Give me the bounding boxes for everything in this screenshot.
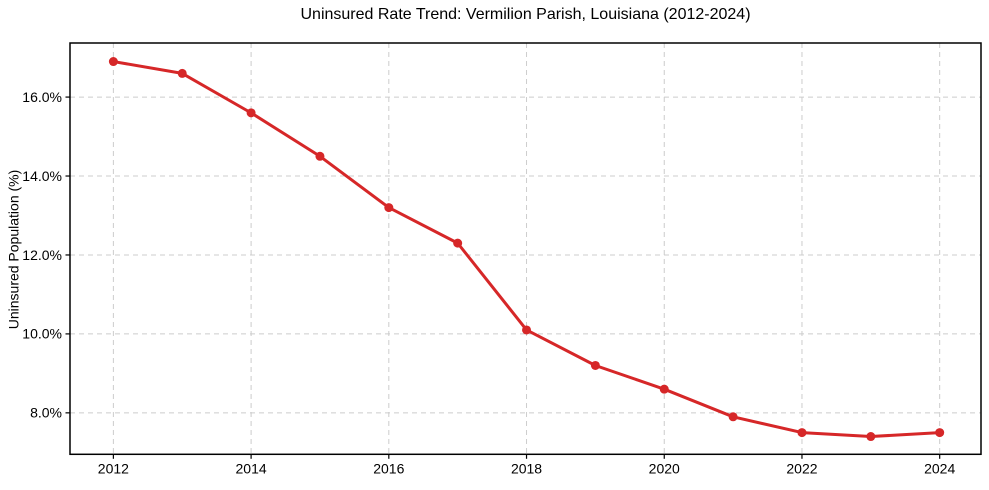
data-point-2020 <box>659 384 669 394</box>
x-tick-label: 2012 <box>98 460 129 476</box>
y-tick-label: 12.0% <box>22 247 62 263</box>
x-tick-label: 2022 <box>786 460 817 476</box>
chart-title: Uninsured Rate Trend: Vermilion Parish, … <box>300 6 751 23</box>
y-tick-label: 14.0% <box>22 168 62 184</box>
data-point-2019 <box>590 360 600 370</box>
data-point-2018 <box>522 325 532 335</box>
data-point-2021 <box>728 412 738 422</box>
x-tick-label: 2016 <box>373 460 404 476</box>
y-tick-label: 16.0% <box>22 89 62 105</box>
data-point-2013 <box>177 68 187 78</box>
axes-border <box>69 42 982 456</box>
data-point-2014 <box>246 108 256 118</box>
x-tick-label: 2020 <box>649 460 680 476</box>
x-tick-label: 2024 <box>924 460 955 476</box>
y-tick-label: 8.0% <box>30 405 62 421</box>
x-tick-label: 2014 <box>236 460 267 476</box>
x-tick-label: 2018 <box>511 460 542 476</box>
data-point-2022 <box>797 428 807 438</box>
y-tick-label: 10.0% <box>22 326 62 342</box>
data-point-2024 <box>935 428 945 438</box>
data-point-2023 <box>866 432 876 442</box>
data-point-2016 <box>384 203 394 213</box>
data-point-2017 <box>453 238 463 248</box>
data-point-2012 <box>108 57 118 67</box>
data-point-2015 <box>315 151 325 161</box>
